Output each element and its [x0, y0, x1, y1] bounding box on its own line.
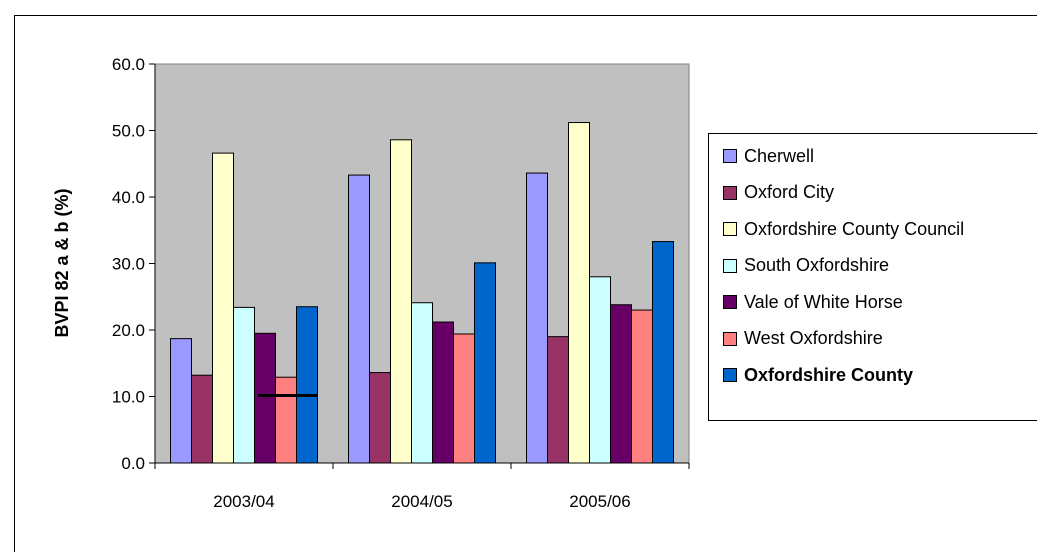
- legend-label: Oxford City: [744, 182, 835, 202]
- bar-vale-of-white-horse-2005-06: [610, 304, 632, 464]
- legend-swatch: [723, 331, 737, 346]
- y-axis-label: BVPI 82 a & b (%): [52, 188, 72, 337]
- x-tick-label: 2004/05: [391, 492, 452, 511]
- y-tick-label: 60.0: [112, 55, 145, 74]
- legend-label: West Oxfordshire: [744, 328, 883, 348]
- bar-oxfordshire-county-2005-06: [652, 241, 674, 464]
- bar-oxford-city-2004-05: [369, 372, 391, 464]
- bar-west-oxfordshire-2003-04: [275, 376, 297, 464]
- bar-oxfordshire-county-council-2004-05: [390, 139, 412, 464]
- bar-south-oxfordshire-2005-06: [589, 276, 611, 464]
- x-tick-label: 2003/04: [213, 492, 274, 511]
- bar-oxford-city-2005-06: [547, 336, 569, 464]
- legend-swatch: [723, 185, 737, 200]
- x-tick-label: 2005/06: [569, 492, 630, 511]
- x-axis: 2003/04 2004/05 2005/06: [154, 462, 690, 511]
- bar-south-oxfordshire-2004-05: [411, 302, 433, 464]
- bar-vale-of-white-horse-2003-04: [254, 332, 276, 464]
- legend-swatch: [723, 295, 737, 309]
- legend-label: Oxfordshire County: [744, 364, 914, 385]
- legend-label: Cherwell: [744, 145, 815, 166]
- y-tick-label: 30.0: [112, 255, 145, 274]
- bar-oxford-city-2003-04: [191, 374, 213, 464]
- legend-item: Cherwell: [723, 146, 814, 166]
- bar-west-oxfordshire-2005-06: [631, 309, 653, 464]
- legend-label: South Oxfordshire: [744, 255, 890, 275]
- y-tick-label: 20.0: [112, 321, 145, 340]
- bar-cherwell-2005-06: [526, 172, 548, 464]
- legend-item: West Oxfordshire: [723, 328, 883, 349]
- legend-strike-line: [258, 394, 318, 397]
- y-axis: 0.0 10.0 20.0 30.0 40.0 50.0 60.0: [112, 55, 156, 473]
- legend-item: Oxfordshire County Council: [723, 219, 964, 239]
- legend-swatch: [723, 258, 737, 273]
- y-tick-label: 40.0: [112, 188, 145, 207]
- legend-item: Vale of White Horse: [723, 292, 903, 312]
- legend-label: Oxfordshire County Council: [744, 218, 965, 239]
- bar-cherwell-2003-04: [170, 338, 192, 464]
- legend-swatch: [723, 368, 737, 382]
- bar-oxfordshire-county-council-2005-06: [568, 122, 590, 464]
- bar-south-oxfordshire-2003-04: [233, 306, 255, 464]
- y-tick-label: 50.0: [112, 122, 145, 141]
- bar-west-oxfordshire-2004-05: [453, 333, 475, 464]
- bar-vale-of-white-horse-2004-05: [432, 321, 454, 464]
- y-tick-label: 10.0: [112, 388, 145, 407]
- bars: [170, 122, 674, 464]
- legend-item: Oxford City: [723, 182, 835, 203]
- legend-swatch: [723, 222, 737, 236]
- legend-item: South Oxfordshire: [723, 255, 890, 276]
- bar-cherwell-2004-05: [348, 174, 370, 464]
- legend-item: Oxfordshire County: [723, 365, 913, 385]
- bar-oxfordshire-county-council-2003-04: [212, 152, 234, 464]
- y-tick-label: 0.0: [121, 454, 145, 473]
- bar-oxfordshire-county-2003-04: [296, 306, 318, 464]
- legend-label: Vale of White Horse: [744, 291, 903, 312]
- bar-oxfordshire-county-2004-05: [474, 262, 496, 464]
- legend: Cherwell Oxford City Oxfordshire County Co…: [708, 133, 1037, 421]
- chart-frame: [14, 15, 1037, 552]
- legend-swatch: [723, 149, 737, 163]
